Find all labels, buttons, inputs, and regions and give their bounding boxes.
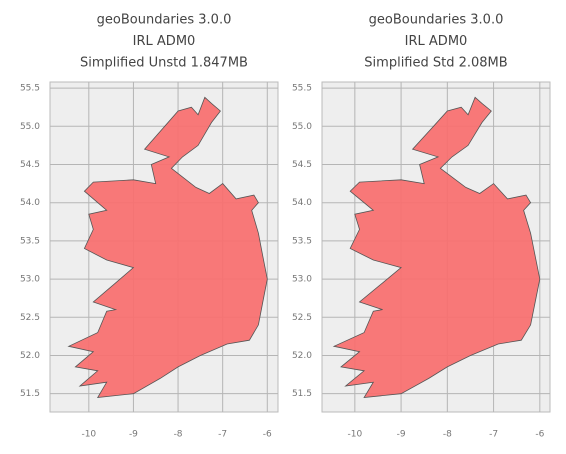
x-tick-label: -9 bbox=[397, 430, 406, 440]
chart-title: Simplified Std 2.08MB bbox=[364, 56, 507, 71]
y-tick-label: 54.0 bbox=[20, 198, 40, 208]
y-tick-label: 52.5 bbox=[292, 313, 312, 323]
y-tick-label: 52.5 bbox=[20, 313, 40, 323]
x-tick-label: -8 bbox=[443, 430, 452, 440]
chart-title: IRL ADM0 bbox=[133, 34, 196, 49]
country-shape bbox=[67, 96, 268, 398]
chart-title: IRL ADM0 bbox=[405, 34, 468, 49]
y-tick-label: 54.5 bbox=[20, 160, 40, 170]
y-tick-label: 51.5 bbox=[292, 389, 312, 399]
y-tick-label: 53.0 bbox=[20, 275, 40, 285]
y-tick-label: 55.0 bbox=[20, 122, 40, 132]
y-tick-label: 53.0 bbox=[292, 275, 312, 285]
x-tick-label: -10 bbox=[81, 430, 96, 440]
chart-title: geoBoundaries 3.0.0 bbox=[97, 13, 232, 28]
y-tick-label: 55.5 bbox=[292, 84, 312, 94]
x-tick-label: -6 bbox=[263, 430, 272, 440]
y-tick-label: 53.5 bbox=[20, 236, 40, 246]
y-tick-label: 55.5 bbox=[20, 84, 40, 94]
x-tick-label: -6 bbox=[535, 430, 544, 440]
y-tick-label: 55.0 bbox=[292, 122, 312, 132]
chart-title: geoBoundaries 3.0.0 bbox=[369, 13, 504, 28]
x-tick-label: -7 bbox=[489, 430, 498, 440]
y-tick-label: 52.0 bbox=[292, 351, 312, 361]
x-tick-label: -9 bbox=[129, 430, 138, 440]
y-tick-label: 54.5 bbox=[292, 160, 312, 170]
y-tick-label: 51.5 bbox=[20, 389, 40, 399]
y-tick-label: 54.0 bbox=[292, 198, 312, 208]
y-tick-label: 52.0 bbox=[20, 351, 40, 361]
chart-title: Simplified Unstd 1.847MB bbox=[80, 56, 248, 71]
x-tick-label: -7 bbox=[218, 430, 227, 440]
x-tick-label: -8 bbox=[174, 430, 183, 440]
country-shape bbox=[332, 96, 541, 398]
y-tick-label: 53.5 bbox=[292, 236, 312, 246]
x-tick-label: -10 bbox=[347, 430, 362, 440]
